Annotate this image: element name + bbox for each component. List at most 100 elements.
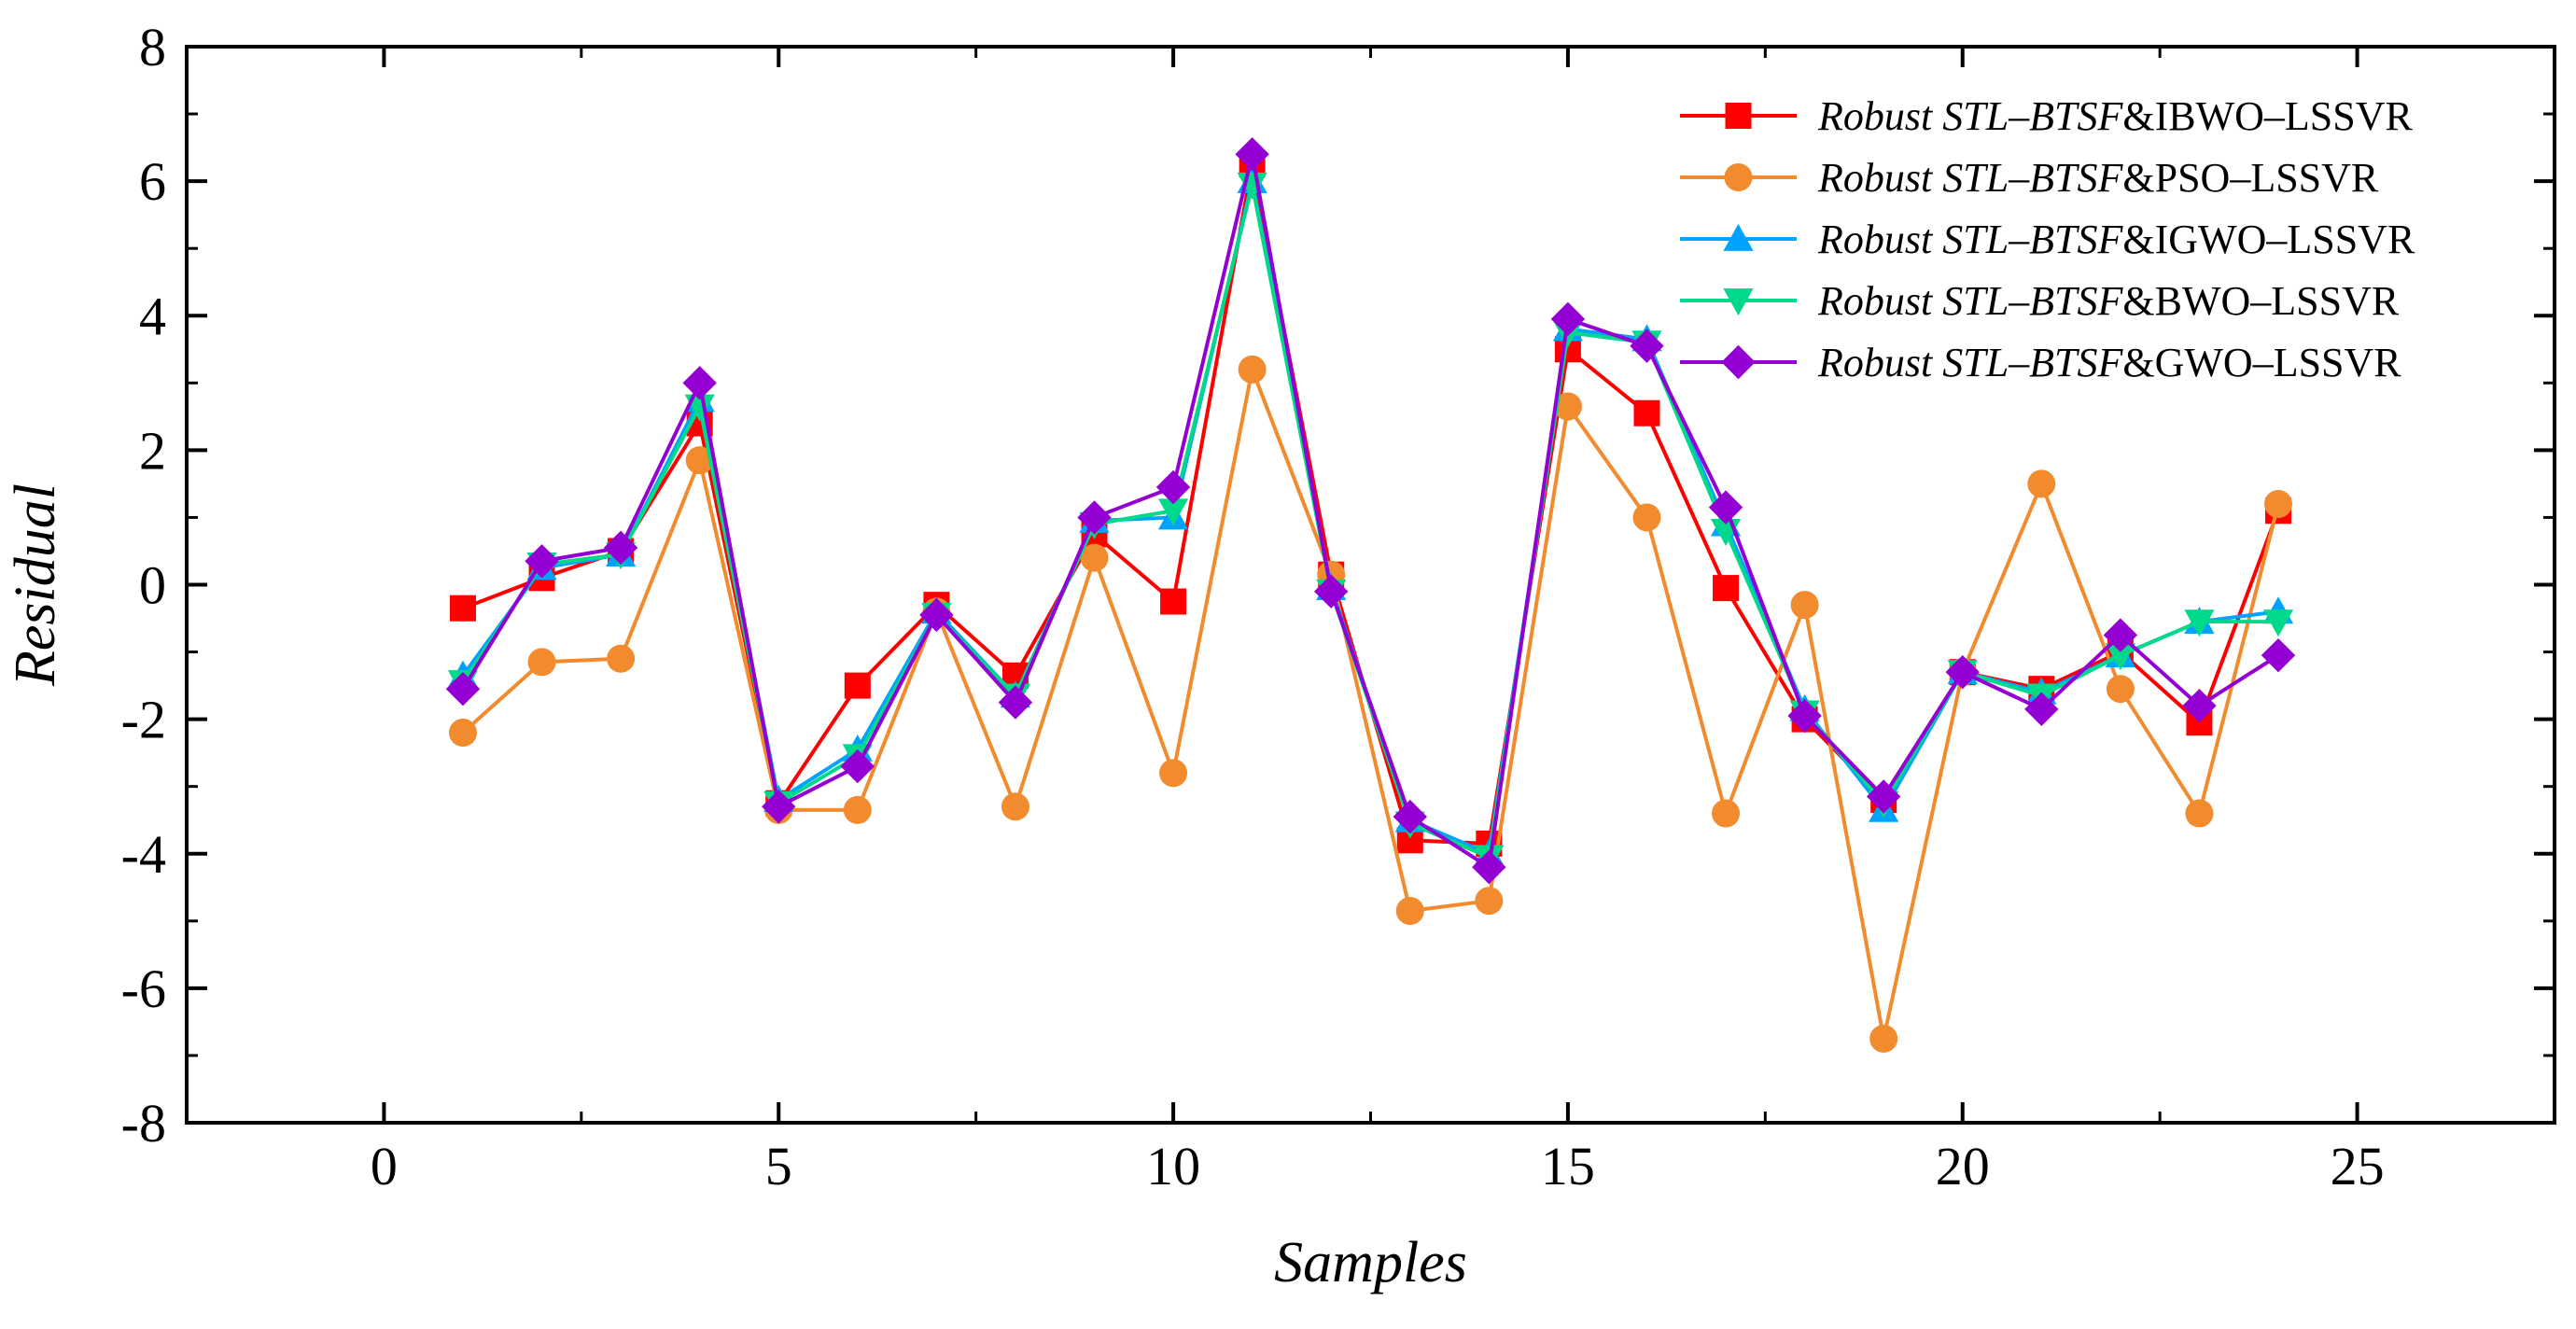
series-line [461,367,2280,1041]
y-tick-label: -4 [121,824,166,885]
data-point [1790,591,1819,620]
data-point [2262,609,2294,637]
legend-label: Robust STL–BTSF&PSO–LSSVR [1817,155,2379,201]
y-tick-label: 0 [139,555,166,616]
legend-label-italic: Robust STL–BTSF [1817,217,2124,262]
data-point [998,685,1033,720]
data-point [2185,799,2214,828]
data-point [1472,849,1506,885]
series-4 [445,137,2296,885]
legend-label: Robust STL–BTSF&BWO–LSSVR [1817,278,2400,324]
data-point [1708,490,1743,525]
data-point [1395,897,1424,926]
data-point [1869,1024,1898,1053]
legend-label-method: &IBWO–LSSVR [2122,93,2413,139]
data-point [1475,887,1504,916]
data-point [449,595,476,622]
data-point [1160,588,1187,615]
data-point [1787,698,1822,734]
data-point [2184,609,2215,637]
data-point [1314,574,1349,609]
data-point [2264,490,2293,519]
legend-marker [1723,223,1754,251]
y-tick-label: -6 [121,958,166,1019]
data-point [1238,355,1267,384]
legend-label: Robust STL–BTSF&GWO–LSSVR [1817,340,2401,385]
series-group [445,137,2296,1053]
legend-label-method: &IGWO–LSSVR [2122,217,2415,262]
data-point [1945,654,1980,690]
data-point [2024,692,2059,727]
data-point [603,530,638,566]
legend-label-method: &PSO–LSSVR [2122,155,2379,201]
legend-entry-4: Robust STL–BTSF&GWO–LSSVR [1680,340,2401,385]
x-tick-label: 5 [765,1136,792,1196]
y-tick-label: 2 [139,420,166,481]
data-point [2027,469,2056,498]
legend-label-italic: Robust STL–BTSF [1817,278,2124,324]
series-line [461,152,2280,870]
legend-label: Robust STL–BTSF&IGWO–LSSVR [1817,217,2415,262]
legend-marker [1724,163,1753,191]
y-tick-label: -8 [121,1093,166,1154]
data-point [1713,575,1740,602]
y-tick-label: 6 [139,151,166,212]
data-point [448,719,477,748]
data-point [1393,799,1427,834]
data-point [2103,618,2138,652]
data-point [445,671,481,706]
data-point [607,644,636,673]
y-axis-title: Residual [4,483,67,687]
data-point [1866,779,1901,814]
y-tick-label: 8 [139,17,166,77]
data-point [1235,137,1269,172]
legend-marker [1723,288,1754,316]
data-point [919,597,954,633]
data-point [1001,792,1029,821]
data-point [685,446,714,475]
legend-label-method: &GWO–LSSVR [2122,340,2401,385]
x-tick-label: 0 [371,1136,398,1196]
data-point [843,795,872,824]
data-point [1155,469,1191,505]
data-point [525,544,559,579]
legend-entry-0: Robust STL–BTSF&IBWO–LSSVR [1680,93,2414,139]
data-point [1157,498,1189,526]
legend-label-method: &BWO–LSSVR [2122,278,2399,324]
y-tick-label: -2 [121,690,166,750]
legend-entry-3: Robust STL–BTSF&BWO–LSSVR [1680,278,2400,324]
data-point [1630,329,1664,363]
data-point [2106,675,2135,704]
legend-label-italic: Robust STL–BTSF [1817,340,2124,385]
legend-label-italic: Robust STL–BTSF [1817,155,2124,201]
axes: 0 5 10 15 20 25 -8 -6 -4 -2 0 2 4 6 8 Samples Residual [4,17,2556,1294]
data-point [762,790,796,824]
data-point [2261,637,2296,673]
data-point [1633,399,1660,427]
data-point [840,748,875,784]
data-point [1632,503,1661,532]
data-point [1077,500,1112,535]
legend-label-italic: Robust STL–BTSF [1817,93,2124,139]
data-point [2182,689,2217,723]
data-point [1553,392,1582,421]
legend-entry-1: Robust STL–BTSF&PSO–LSSVR [1680,155,2379,201]
data-point [2105,643,2135,671]
data-point [527,648,556,677]
data-point [844,672,871,699]
y-tick-label: 4 [139,286,166,346]
x-tick-label: 25 [2331,1136,2385,1196]
data-point [1550,301,1586,337]
x-axis-title: Samples [1274,1231,1467,1294]
legend-label: Robust STL–BTSF&IBWO–LSSVR [1817,93,2414,139]
data-point [1080,543,1109,572]
legend-marker [1725,103,1752,129]
x-tick-label: 10 [1146,1136,1200,1196]
data-point [682,366,717,400]
data-point [1159,759,1188,788]
x-tick-label: 15 [1541,1136,1595,1196]
legend-entry-2: Robust STL–BTSF&IGWO–LSSVR [1680,217,2415,262]
